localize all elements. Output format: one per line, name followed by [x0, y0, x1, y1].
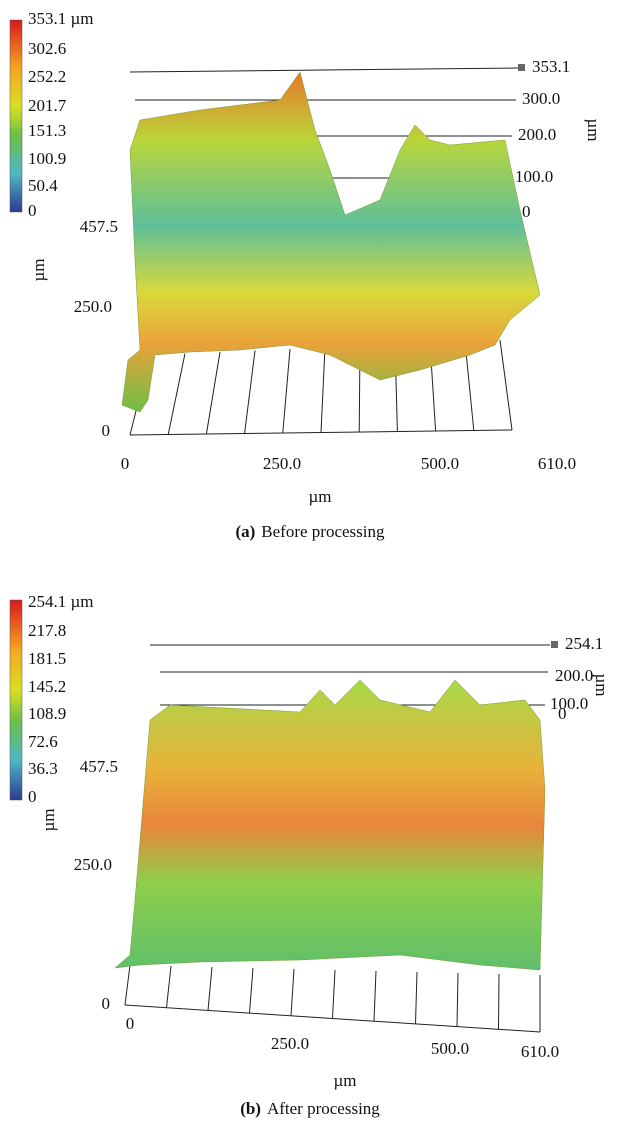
z-tick-label: 100.0	[550, 694, 588, 713]
y-tick-label: 0	[102, 421, 111, 440]
x-tick-label: 250.0	[271, 1034, 309, 1053]
surface	[114, 679, 546, 971]
floor-grid-line	[244, 350, 256, 434]
colorbar-label: 50.4	[28, 176, 58, 195]
colorbar	[9, 599, 23, 801]
colorbar-label: 0	[28, 787, 37, 806]
colorbar-label: 181.5	[28, 649, 66, 668]
colorbar-label: 217.8	[28, 621, 66, 640]
z-tick-label: 0	[558, 704, 567, 723]
colorbar-label: 151.3	[28, 121, 66, 140]
z-tick-label: 300.0	[522, 89, 560, 108]
floor-grid-line	[456, 972, 459, 1027]
colorbar-label: 36.3	[28, 759, 58, 778]
x-tick-label: 610.0	[538, 454, 576, 473]
floor-grid-line	[320, 347, 326, 433]
caption-text: Before processing	[261, 522, 385, 541]
y-tick-label: 457.5	[80, 757, 118, 776]
floor-grid-line	[249, 967, 254, 1014]
x-tick-label: 610.0	[521, 1042, 559, 1061]
x-axis-label: µm	[308, 487, 331, 506]
z-axis-label: µm	[592, 673, 611, 696]
x-tick-label: 250.0	[263, 454, 301, 473]
axes	[124, 644, 550, 1033]
x-axis-label: µm	[333, 1071, 356, 1090]
z-tick-label: 353.1	[532, 57, 570, 76]
floor-grid-line	[415, 971, 418, 1024]
floor-grid-line	[498, 973, 500, 1030]
x-tick-label: 500.0	[431, 1039, 469, 1058]
z-axis-label: µm	[584, 118, 603, 141]
z-marker	[518, 64, 525, 71]
z-tick-label: 100.0	[515, 167, 553, 186]
colorbar-label: 252.2	[28, 67, 66, 86]
y-axis-label: µm	[39, 808, 58, 831]
colorbar-label: 72.6	[28, 732, 58, 751]
floor-grid-line	[282, 348, 291, 434]
caption: (a) Before processing	[235, 522, 385, 541]
caption-letter: (b)	[240, 1099, 261, 1118]
y-tick-label: 457.5	[80, 217, 118, 236]
caption: (b) After processing	[240, 1099, 380, 1118]
floor-grid-line	[166, 965, 172, 1008]
x-tick-label: 0	[121, 454, 130, 473]
z-tick-label: 254.1	[565, 634, 603, 653]
y-tick-label: 0	[102, 994, 111, 1013]
floor-grid-line	[499, 339, 513, 431]
z-tick-label: 200.0	[518, 125, 556, 144]
floor-grid-line	[290, 968, 295, 1016]
floor-grid-line	[464, 341, 475, 431]
floor-grid-line	[167, 353, 186, 435]
colorbar	[9, 19, 23, 213]
colorbar-label: 100.9	[28, 149, 66, 168]
colorbar-label: 353.1 µm	[28, 9, 94, 28]
x-tick-label: 0	[126, 1014, 135, 1033]
caption-text: After processing	[267, 1099, 380, 1118]
y-axis-label: µm	[29, 258, 48, 281]
y-tick-label: 250.0	[74, 297, 112, 316]
floor-grid-line	[205, 351, 221, 435]
floor-grid-line	[124, 964, 131, 1006]
floor-grid-line	[373, 970, 377, 1022]
x-tick-label: 500.0	[421, 454, 459, 473]
colorbar-label: 302.6	[28, 39, 66, 58]
colorbar-label: 0	[28, 201, 37, 220]
colorbar-label: 145.2	[28, 677, 66, 696]
colorbar-label: 201.7	[28, 96, 67, 115]
z-grid-line	[129, 67, 521, 73]
colorbar-label: 108.9	[28, 704, 66, 723]
floor-grid-line	[332, 969, 336, 1019]
z-marker	[551, 641, 558, 648]
x-axis-line	[124, 1004, 541, 1033]
x-axis-line	[129, 429, 513, 436]
floor-grid-line	[207, 966, 213, 1011]
colorbar-label: 254.1 µm	[28, 592, 94, 611]
caption-letter: (a)	[235, 522, 255, 541]
z-tick-label: 200.0	[555, 666, 593, 685]
surface	[121, 71, 541, 413]
z-tick-label: 0	[522, 202, 531, 221]
y-tick-label: 250.0	[74, 855, 112, 874]
